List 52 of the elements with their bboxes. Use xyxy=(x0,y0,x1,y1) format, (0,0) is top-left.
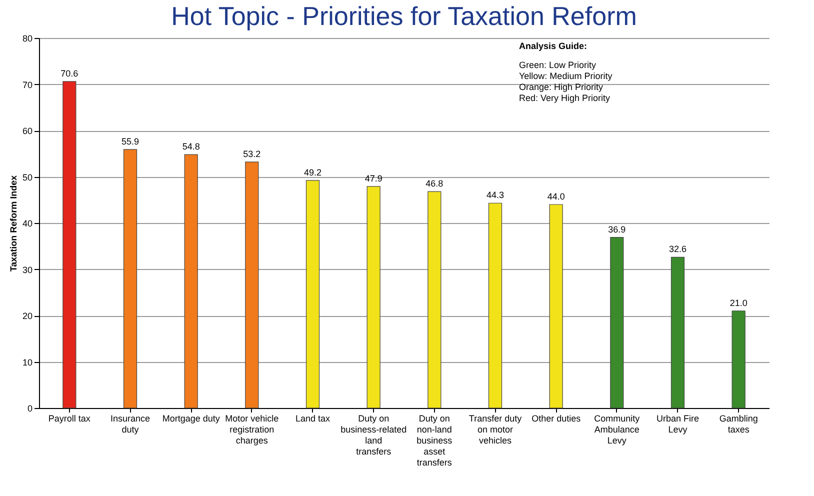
y-tick-label: 40 xyxy=(22,218,32,228)
data-label: 53.2 xyxy=(243,148,261,159)
annotation: Yellow: Medium Priority xyxy=(519,71,613,81)
bar xyxy=(123,149,138,408)
x-tick-label: Payroll tax xyxy=(48,414,91,424)
y-tick-label: 30 xyxy=(22,264,32,275)
chart-title: Hot Topic - Priorities for Taxation Reform xyxy=(171,1,637,31)
bar xyxy=(732,310,746,408)
x-tick-label: Mortgage duty xyxy=(162,414,220,424)
data-label: 36.9 xyxy=(608,224,626,234)
data-label: 44.3 xyxy=(486,190,504,200)
annotation: Green: Low Priority xyxy=(519,60,597,70)
data-label: 55.9 xyxy=(121,136,140,146)
bar xyxy=(549,204,563,408)
data-label: 54.8 xyxy=(182,142,200,152)
y-tick-label: 50 xyxy=(22,172,32,182)
bar xyxy=(428,191,442,408)
y-tick-label: 60 xyxy=(22,126,32,136)
x-tick-label: Duty on non-land business asset transfers xyxy=(416,414,453,468)
bar xyxy=(670,256,685,408)
y-axis-title: Taxation Reform Index xyxy=(8,175,18,272)
x-tick-label: Motor vehicle registration charges xyxy=(225,414,279,446)
x-tick-label: Other duties xyxy=(532,414,582,424)
x-tick-label: Gambling taxes xyxy=(719,414,758,434)
bar xyxy=(306,180,320,408)
x-tick-label: Transfer duty on motor vehicles xyxy=(468,414,522,446)
y-tick-label: 70 xyxy=(22,80,32,90)
data-label: 21.0 xyxy=(730,298,748,308)
bar xyxy=(184,154,198,408)
data-label: 44.0 xyxy=(547,192,565,202)
bar xyxy=(366,186,380,408)
data-label: 32.6 xyxy=(668,244,687,254)
y-tick-label: 20 xyxy=(22,311,32,321)
data-label: 46.8 xyxy=(426,178,444,189)
x-tick-label: Duty on business-related land transfers xyxy=(340,414,407,456)
x-tick-label: Urban Fire Levy xyxy=(656,414,700,434)
x-tick-label: Community Ambulance Levy xyxy=(594,414,640,446)
bar xyxy=(488,202,502,408)
data-label: 70.6 xyxy=(60,68,78,78)
y-tick-label: 10 xyxy=(22,357,32,368)
bar xyxy=(610,237,624,408)
y-tick-label: 0 xyxy=(27,404,32,414)
bar xyxy=(245,162,259,408)
x-tick-label: Land tax xyxy=(295,414,331,424)
annotation: Red: Very High Priority xyxy=(519,93,611,103)
annotation: Orange: High Priority xyxy=(519,82,604,92)
x-tick-label: Insurance duty xyxy=(110,414,150,434)
data-label: 49.2 xyxy=(304,167,322,178)
bar xyxy=(62,81,76,408)
annotation: Analysis Guide: xyxy=(519,41,588,51)
data-label: 47.9 xyxy=(364,173,382,184)
y-tick-label: 80 xyxy=(22,34,32,44)
